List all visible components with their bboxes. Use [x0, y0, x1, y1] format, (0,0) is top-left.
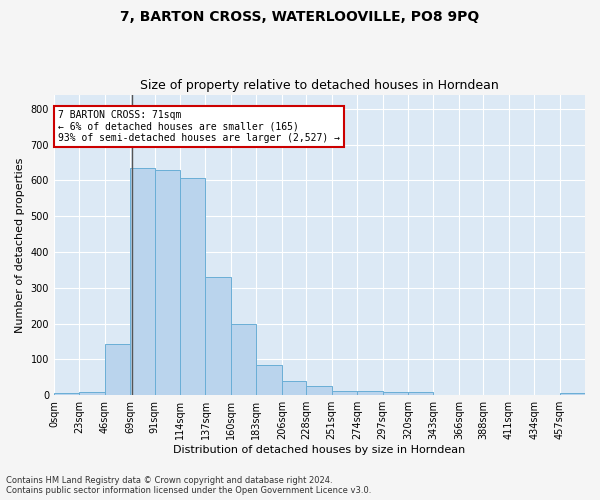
Bar [180, 178, 205, 395]
Bar [306, 386, 332, 395]
Text: 7 BARTON CROSS: 71sqm
← 6% of detached houses are smaller (165)
93% of semi-deta: 7 BARTON CROSS: 71sqm ← 6% of detached h… [58, 110, 340, 143]
Bar [205, 277, 231, 395]
Text: Contains HM Land Registry data © Crown copyright and database right 2024.
Contai: Contains HM Land Registry data © Crown c… [6, 476, 371, 495]
X-axis label: Distribution of detached houses by size in Horndean: Distribution of detached houses by size … [173, 445, 466, 455]
Bar [105, 344, 130, 395]
Y-axis label: Number of detached properties: Number of detached properties [15, 157, 25, 332]
Bar [130, 168, 155, 395]
Text: 7, BARTON CROSS, WATERLOOVILLE, PO8 9PQ: 7, BARTON CROSS, WATERLOOVILLE, PO8 9PQ [121, 10, 479, 24]
Title: Size of property relative to detached houses in Horndean: Size of property relative to detached ho… [140, 79, 499, 92]
Bar [256, 365, 282, 395]
Bar [383, 392, 408, 395]
Bar [155, 170, 180, 395]
Bar [408, 392, 433, 395]
Bar [231, 324, 256, 395]
Bar [357, 391, 383, 395]
Bar [282, 381, 306, 395]
Bar [332, 391, 357, 395]
Bar [560, 394, 585, 395]
Bar [54, 394, 79, 395]
Bar [79, 392, 105, 395]
